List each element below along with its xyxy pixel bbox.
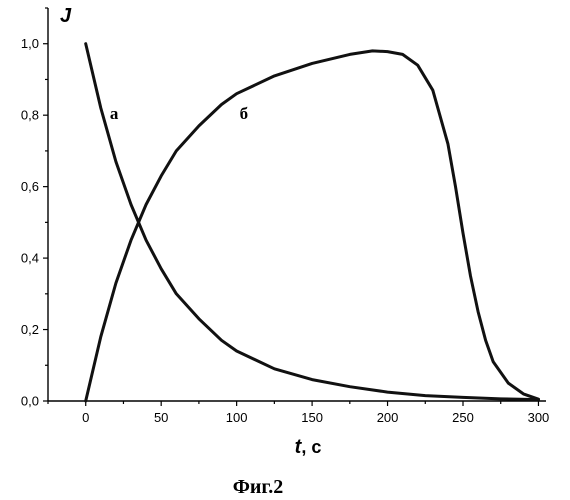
- x-axis-title: t, с: [295, 436, 322, 458]
- y-axis-ticks: 0,0 0,2 0,4 0,6 0,8 1,0: [21, 8, 48, 409]
- series-line-b: [86, 51, 539, 401]
- curve-labels: аб: [110, 104, 248, 123]
- x-tick-label: 50: [154, 410, 168, 425]
- x-axis-unit: , с: [301, 437, 321, 457]
- y-tick-label: 0,6: [21, 179, 39, 194]
- x-tick-label: 300: [528, 410, 550, 425]
- y-tick-label: 0,4: [21, 251, 39, 266]
- y-tick-label: 0,0: [21, 394, 39, 409]
- series-label-a: а: [110, 104, 119, 123]
- chart-curves: [86, 44, 539, 401]
- series-line-a: [86, 44, 539, 400]
- y-tick-label: 0,8: [21, 108, 39, 123]
- x-tick-label: 100: [226, 410, 248, 425]
- x-tick-label: 250: [452, 410, 474, 425]
- figure-caption: Фиг.2: [233, 476, 284, 498]
- x-tick-label: 0: [82, 410, 89, 425]
- y-tick-label: 0,2: [21, 322, 39, 337]
- y-axis-title: J: [60, 5, 72, 27]
- x-axis-ticks: 0 50 100 150 200 250 300: [48, 401, 549, 425]
- y-tick-label: 1,0: [21, 36, 39, 51]
- series-label-b: б: [240, 104, 249, 123]
- x-tick-label: 200: [377, 410, 399, 425]
- x-tick-label: 150: [301, 410, 323, 425]
